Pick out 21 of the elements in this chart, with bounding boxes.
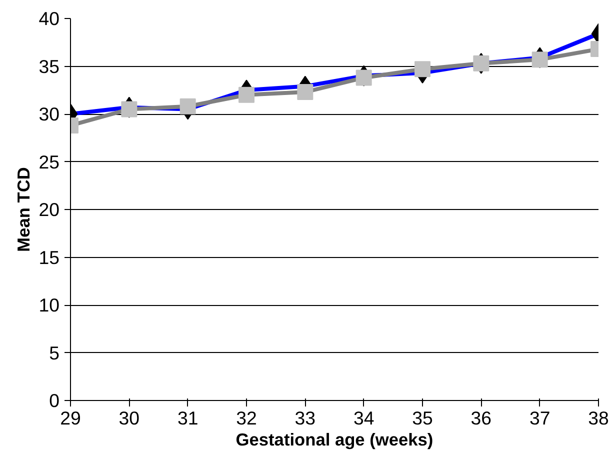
x-tick-label: 35: [412, 408, 433, 428]
x-tick-label: 34: [353, 408, 374, 428]
x-tick-label: 31: [177, 408, 198, 428]
x-tick-label: 38: [588, 408, 609, 428]
y-tick-label: 0: [49, 390, 60, 411]
x-tick-label: 36: [470, 408, 492, 428]
x-tick-label: 32: [236, 408, 257, 428]
y-tick-label: 20: [38, 199, 60, 220]
y-tick-label: 5: [49, 342, 60, 364]
y-axis-title: Mean TCD: [14, 167, 34, 252]
y-tick-label: 25: [38, 151, 60, 172]
y-tick-label: 15: [38, 246, 60, 268]
y-tick-label: 40: [38, 8, 60, 29]
x-tick-label: 30: [118, 408, 140, 428]
x-tick-label: 29: [60, 408, 81, 428]
x-tick-label: 33: [294, 408, 316, 428]
x-tick-label: 37: [529, 408, 550, 428]
y-tick-label: 10: [38, 294, 60, 316]
x-axis-title: Gestational age (weeks): [236, 430, 434, 450]
y-tick-label: 35: [38, 56, 60, 77]
y-tick-label: 30: [38, 104, 60, 124]
